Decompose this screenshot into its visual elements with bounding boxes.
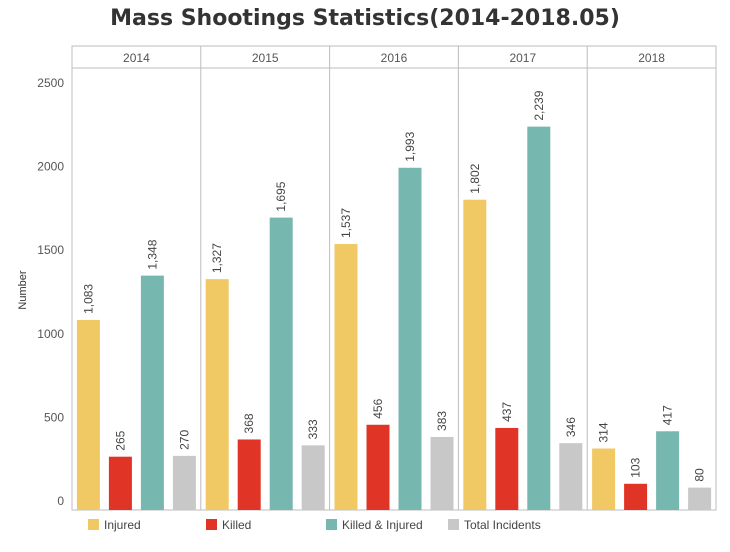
data-label: 1,327 xyxy=(210,243,224,273)
bar-killed-2016 xyxy=(366,424,390,510)
bar-killed-2015 xyxy=(237,439,261,510)
bar-killed-injured-2014 xyxy=(140,275,164,510)
bar-total-incidents-2015 xyxy=(301,445,325,510)
facet-label-2017: 2017 xyxy=(509,51,536,65)
data-label: 1,695 xyxy=(274,181,288,211)
y-tick-label: 0 xyxy=(57,494,64,508)
data-label: 333 xyxy=(306,419,320,439)
bar-killed-injured-2016 xyxy=(398,167,422,511)
y-tick-label: 500 xyxy=(44,410,64,424)
bar-injured-2017 xyxy=(463,199,487,510)
bar-injured-2015 xyxy=(205,279,229,510)
bar-total-incidents-2017 xyxy=(559,443,583,510)
chart-title: Mass Shootings Statistics(2014-2018.05) xyxy=(110,6,620,31)
legend-label: Total Incidents xyxy=(464,518,541,532)
data-label: 314 xyxy=(597,422,611,442)
data-label: 437 xyxy=(500,402,514,422)
legend-swatch xyxy=(88,519,99,530)
bar-injured-2016 xyxy=(334,244,358,510)
y-tick-label: 1000 xyxy=(37,327,64,341)
y-axis-label: Number xyxy=(17,270,29,309)
bar-killed-injured-2017 xyxy=(527,126,551,511)
data-label: 270 xyxy=(177,430,191,450)
data-label: 1,537 xyxy=(339,208,353,238)
legend-label: Injured xyxy=(104,518,141,532)
data-label: 265 xyxy=(113,430,127,450)
bar-injured-2018 xyxy=(592,448,616,510)
plot-area xyxy=(71,45,717,511)
y-tick-label: 2000 xyxy=(37,160,64,174)
bar-killed-2014 xyxy=(108,456,132,510)
legend-swatch xyxy=(206,519,217,530)
data-label: 383 xyxy=(435,411,449,431)
bar-killed-injured-2015 xyxy=(269,217,293,510)
bar-total-incidents-2014 xyxy=(172,455,196,510)
data-label: 1,083 xyxy=(81,284,95,314)
bar-killed-2018 xyxy=(624,483,648,510)
data-label: 346 xyxy=(564,417,578,437)
data-label: 1,993 xyxy=(403,131,417,161)
y-tick-label: 2500 xyxy=(37,76,64,90)
legend-label: Killed & Injured xyxy=(342,518,423,532)
facet-label-2015: 2015 xyxy=(252,51,279,65)
legend-swatch xyxy=(448,519,459,530)
data-label: 1,802 xyxy=(468,163,482,193)
data-label: 417 xyxy=(661,405,675,425)
data-label: 103 xyxy=(629,457,643,477)
data-label: 80 xyxy=(693,468,707,482)
facet-label-2014: 2014 xyxy=(123,51,150,65)
data-label: 456 xyxy=(371,398,385,418)
data-label: 2,239 xyxy=(532,90,546,120)
facet-label-2016: 2016 xyxy=(381,51,408,65)
bar-total-incidents-2016 xyxy=(430,436,454,510)
bar-killed-2017 xyxy=(495,427,519,510)
data-label: 1,348 xyxy=(145,239,159,269)
data-label: 368 xyxy=(242,413,256,433)
legend-label: Killed xyxy=(222,518,251,532)
facet-label-2018: 2018 xyxy=(638,51,665,65)
y-tick-label: 1500 xyxy=(37,243,64,257)
legend-swatch xyxy=(326,519,337,530)
bar-injured-2014 xyxy=(76,319,100,510)
bar-killed-injured-2018 xyxy=(656,431,680,510)
bar-total-incidents-2018 xyxy=(688,487,712,510)
